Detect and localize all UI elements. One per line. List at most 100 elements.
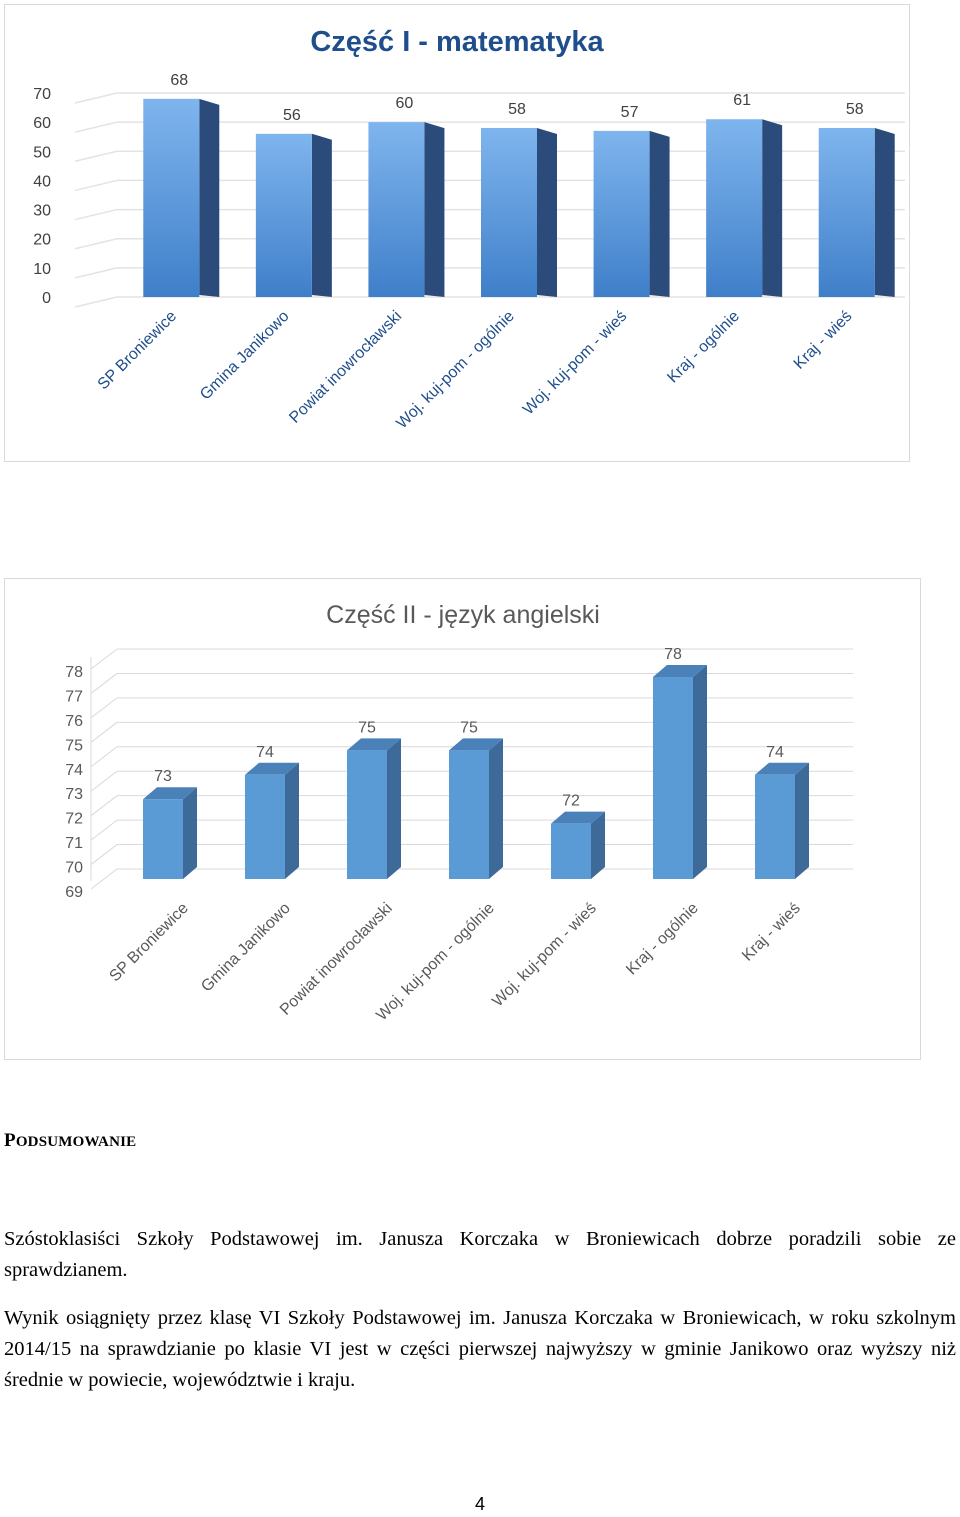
y-tick-label: 0 — [42, 290, 51, 307]
bar-side — [387, 738, 401, 879]
bar — [245, 774, 285, 879]
y-tick-label: 69 — [65, 884, 83, 901]
data-label: 58 — [508, 101, 526, 118]
bar-side — [693, 665, 707, 879]
gridline-depth — [90, 868, 118, 890]
data-label: 78 — [664, 646, 682, 663]
y-tick-label: 70 — [65, 860, 83, 877]
chart-english: Część II - język angielski 69 70 71 72 73 74 75… — [4, 578, 921, 1060]
bar — [818, 127, 875, 297]
bar — [706, 119, 763, 297]
gridline-depth — [74, 150, 118, 163]
x-tick-label: Woj. kuj-pom - wieś — [520, 308, 631, 419]
summary-heading-rest: ODSUMOWANIE — [15, 1134, 137, 1150]
gridline-depth — [74, 179, 118, 192]
gridline-depth — [90, 819, 118, 841]
gridline-depth — [90, 721, 118, 743]
x-tick-label: SP Broniewice — [95, 308, 180, 393]
y-tick-label: 76 — [65, 713, 83, 730]
bar-side — [537, 127, 557, 297]
chart-math-svg: Część I - matematyka 0 10 20 30 40 50 60 70 68 SP … — [33, 26, 905, 432]
bar-side — [285, 762, 299, 879]
x-tick-label: Gmina Janikowo — [198, 900, 294, 996]
bar — [593, 130, 650, 297]
bar-side — [311, 133, 332, 297]
summary-paragraph-2: Wynik osiągnięty przez klasę VI Szkoły P… — [4, 1307, 956, 1391]
x-tick-label: Kraj - ogólnie — [623, 900, 702, 979]
y-tick-label: 30 — [33, 203, 51, 220]
bar — [255, 133, 312, 297]
data-label: 75 — [460, 719, 478, 736]
gridline-depth — [74, 267, 118, 279]
x-tick-label: SP Broniewice — [106, 900, 191, 985]
gridline-depth — [74, 92, 118, 104]
bar — [449, 750, 489, 879]
x-tick-label: Woj. kuj-pom - ogólnie — [373, 900, 497, 1024]
gridline-depth — [90, 673, 118, 694]
summary-heading-initial: P — [4, 1130, 16, 1151]
data-label: 56 — [283, 107, 301, 124]
gridline-depth — [74, 121, 118, 133]
x-tick-label: Kraj - wieś — [791, 308, 856, 373]
x-tick-label: Kraj - wieś — [739, 900, 804, 965]
bar-top — [347, 738, 401, 751]
y-tick-label: 71 — [65, 835, 83, 852]
bar-top — [653, 665, 707, 677]
y-tick-label: 77 — [65, 688, 83, 705]
y-tick-label: 10 — [33, 261, 51, 278]
bar-top — [755, 762, 809, 775]
gridline-depth — [90, 795, 118, 817]
data-label: 58 — [846, 101, 864, 118]
y-tick-label: 70 — [33, 86, 51, 103]
bar-side — [795, 762, 809, 879]
x-tick-label: Kraj - ogólnie — [664, 308, 743, 387]
gridline-depth — [90, 844, 118, 865]
gridline-depth — [90, 648, 118, 670]
data-label: 75 — [358, 719, 376, 736]
gridline-depth — [90, 746, 118, 768]
bar — [143, 98, 200, 297]
data-label: 74 — [256, 744, 274, 761]
gridline-depth — [90, 697, 118, 719]
data-label: 61 — [733, 92, 751, 109]
bar — [551, 823, 591, 879]
bar-top — [245, 762, 299, 775]
data-label: 68 — [170, 72, 188, 89]
bar-side — [424, 122, 445, 298]
data-label: 60 — [396, 95, 414, 112]
x-tick-label: Gmina Janikowo — [197, 308, 293, 404]
chart-math: Część I - matematyka 0 10 20 30 40 50 60 70 68 SP … — [4, 4, 910, 462]
y-tick-label: 20 — [33, 232, 51, 249]
bar-top — [143, 787, 197, 800]
y-tick-label: 78 — [65, 664, 83, 681]
bar-side — [649, 130, 670, 297]
bar-side — [762, 119, 783, 297]
x-tick-label: Powiat inowrocławski — [286, 308, 405, 427]
bar — [143, 799, 183, 879]
data-label: 73 — [154, 768, 172, 785]
summary-paragraph-1: Szóstoklasiści Szkoły Podstawowej im. Ja… — [4, 1228, 956, 1281]
bar-side — [199, 98, 220, 297]
gridline-depth — [90, 770, 118, 792]
data-label: 57 — [621, 104, 639, 121]
y-tick-label: 72 — [65, 811, 83, 828]
x-tick-label: Woj. kuj-pom - wieś — [489, 900, 600, 1011]
y-tick-label: 50 — [33, 144, 51, 161]
x-tick-label: Woj. kuj-pom - ogólnie — [393, 308, 517, 432]
bar-side — [874, 127, 895, 297]
page-number: 4 — [474, 1494, 485, 1514]
bar-side — [183, 787, 197, 879]
data-label: 74 — [766, 744, 784, 761]
bar — [481, 127, 537, 297]
y-tick-label: 60 — [33, 115, 51, 132]
gridline-depth — [74, 237, 118, 250]
x-tick-label: Powiat inowrocławski — [277, 900, 396, 1019]
bar — [347, 750, 387, 879]
y-tick-label: 73 — [65, 786, 83, 803]
bar-top — [551, 811, 605, 824]
bar — [368, 122, 425, 298]
bar — [653, 677, 693, 879]
gridline-depth — [74, 296, 118, 308]
bar — [755, 774, 795, 879]
gridline-depth — [74, 208, 118, 221]
